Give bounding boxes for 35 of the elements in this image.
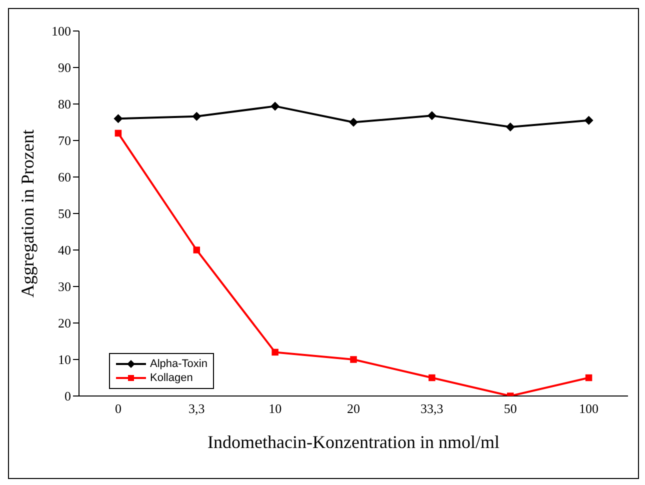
point <box>585 374 592 382</box>
point <box>114 114 123 124</box>
point <box>349 118 358 127</box>
x-tick-label: 50 <box>504 401 517 416</box>
y-tick-label: 30 <box>58 279 71 294</box>
x-tick-label: 3,3 <box>188 401 205 416</box>
x-tick-label: 33,3 <box>420 401 444 416</box>
legend-label: Alpha-Toxin <box>150 357 208 371</box>
legend-label: Kollagen <box>150 371 193 385</box>
point <box>272 348 278 356</box>
point <box>114 130 122 137</box>
y-tick-label: 20 <box>58 316 71 331</box>
y-tick-label: 0 <box>64 388 71 404</box>
x-tick-label: 0 <box>114 401 122 416</box>
point <box>584 116 594 125</box>
x-tick-label: 100 <box>579 401 599 416</box>
x-tick-label: 10 <box>268 401 282 416</box>
y-tick-label: 40 <box>58 242 71 258</box>
point <box>270 102 280 111</box>
point <box>506 122 515 132</box>
y-tick-label: 50 <box>58 206 71 222</box>
y-tick-label: 80 <box>58 96 71 112</box>
y-tick-label: 100 <box>52 24 71 39</box>
y-tick-label: 70 <box>58 133 71 148</box>
point <box>193 246 200 254</box>
y-tick-label: 10 <box>58 352 71 368</box>
point <box>350 356 357 363</box>
y-axis-title: Aggregation in Prozent <box>17 130 38 298</box>
y-tick-label: 60 <box>58 170 71 185</box>
x-axis-title: Indomethacin-Konzentration in nmol/ml <box>208 432 500 452</box>
point <box>192 112 202 121</box>
y-tick-label: 90 <box>58 60 71 76</box>
point <box>427 111 436 120</box>
point <box>428 374 436 382</box>
x-tick-label: 20 <box>347 401 360 416</box>
